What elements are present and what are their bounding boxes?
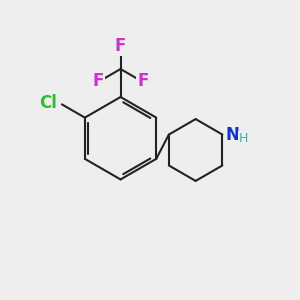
Text: F: F (115, 37, 126, 55)
Text: N: N (226, 125, 240, 143)
Text: F: F (92, 72, 104, 90)
Text: F: F (137, 72, 148, 90)
Text: Cl: Cl (40, 94, 58, 112)
Text: H: H (238, 132, 248, 145)
